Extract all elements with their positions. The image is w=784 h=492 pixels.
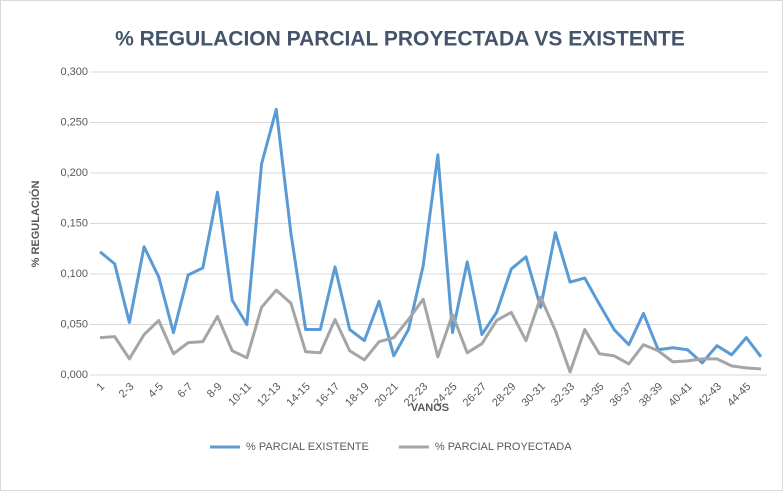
legend-label: % PARCIAL PROYECTADA	[435, 441, 572, 453]
chart-title: % REGULACION PARCIAL PROYECTADA VS EXIST…	[115, 28, 685, 51]
series-line	[99, 107, 763, 365]
y-tick-label: 0,000	[60, 369, 88, 381]
y-tick-label: 0,100	[60, 268, 88, 280]
y-tick-label: 0,300	[60, 66, 88, 78]
y-tick-label: 0,250	[60, 116, 88, 128]
y-tick-label: 0,150	[60, 217, 88, 229]
y-axis-label: % REGULACIÓN	[29, 181, 42, 268]
legend-label: % PARCIAL EXISTENTE	[246, 441, 369, 453]
y-tick-label: 0,050	[60, 318, 88, 330]
x-axis-label: VANOS	[411, 402, 449, 414]
y-tick-label: 0,200	[60, 167, 88, 179]
series-line	[99, 288, 762, 374]
